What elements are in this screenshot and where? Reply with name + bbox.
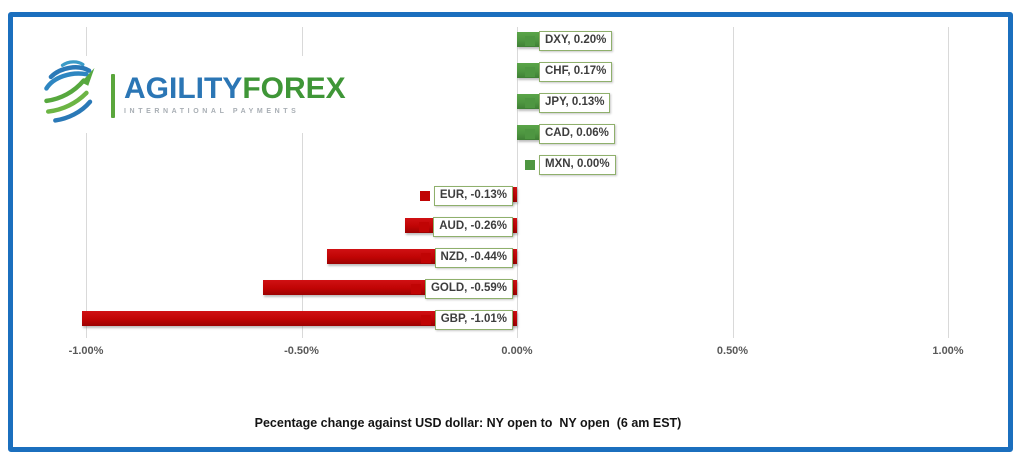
data-label-box: CHF, 0.17% [539, 61, 613, 82]
bar-gbp [81, 311, 517, 326]
data-label-gbp: GBP, -1.01% [420, 309, 513, 330]
data-label-box: JPY, 0.13% [539, 92, 611, 113]
gridline [732, 27, 734, 338]
legend-key-icon [419, 190, 430, 201]
brand-name: AGILITYFOREX [124, 72, 346, 105]
data-label-cad: CAD, 0.06% [525, 123, 615, 144]
brand-forex: FOREX [242, 72, 346, 105]
data-label-box: MXN, 0.00% [539, 154, 616, 175]
data-label-box: EUR, -0.13% [433, 185, 513, 206]
legend-key-icon [525, 159, 535, 170]
gridline [517, 27, 518, 338]
brand-tagline: INTERNATIONAL PAYMENTS [124, 108, 300, 115]
legend-key-icon [525, 66, 535, 77]
axis-tick-label: -1.00% [68, 345, 104, 357]
data-label-chf: CHF, 0.17% [525, 61, 613, 82]
chart-title: Pecentage change against USD dollar: NY … [254, 416, 682, 430]
globe-swoosh-arrow-icon [42, 58, 106, 131]
legend-key-icon [419, 221, 430, 232]
data-label-eur: EUR, -0.13% [419, 185, 513, 206]
agility-forex-logo: AGILITYFOREX INTERNATIONAL PAYMENTS [40, 56, 354, 133]
axis-tick-label: 1.00% [932, 345, 964, 357]
legend-key-icon [525, 97, 535, 108]
legend-key-icon [410, 283, 421, 294]
axis-tick-label: 0.50% [716, 345, 749, 357]
data-label-box: CAD, 0.06% [539, 123, 615, 144]
gridline [301, 27, 303, 338]
legend-key-icon [420, 314, 431, 325]
gridline [948, 27, 949, 338]
data-label-box: GBP, -1.01% [434, 309, 513, 330]
gridline [86, 27, 87, 338]
axis-tick-label: 0.00% [501, 345, 533, 357]
data-label-jpy: JPY, 0.13% [525, 92, 611, 113]
data-label-box: NZD, -0.44% [434, 247, 513, 268]
axis-tick-label: -0.50% [284, 345, 319, 357]
data-label-gold: GOLD, -0.59% [410, 278, 513, 299]
data-label-nzd: NZD, -0.44% [420, 247, 513, 268]
data-label-box: DXY, 0.20% [539, 30, 613, 51]
data-label-dxy: DXY, 0.20% [525, 30, 613, 51]
legend-key-icon [420, 252, 431, 263]
data-label-aud: AUD, -0.26% [419, 216, 513, 237]
data-label-mxn: MXN, 0.00% [525, 154, 616, 175]
brand-agility: AGILITY [124, 72, 243, 105]
legend-key-icon [525, 35, 535, 46]
data-label-box: AUD, -0.26% [433, 216, 513, 237]
logo-divider [111, 73, 115, 118]
data-label-box: GOLD, -0.59% [424, 278, 513, 299]
legend-key-icon [525, 128, 535, 139]
